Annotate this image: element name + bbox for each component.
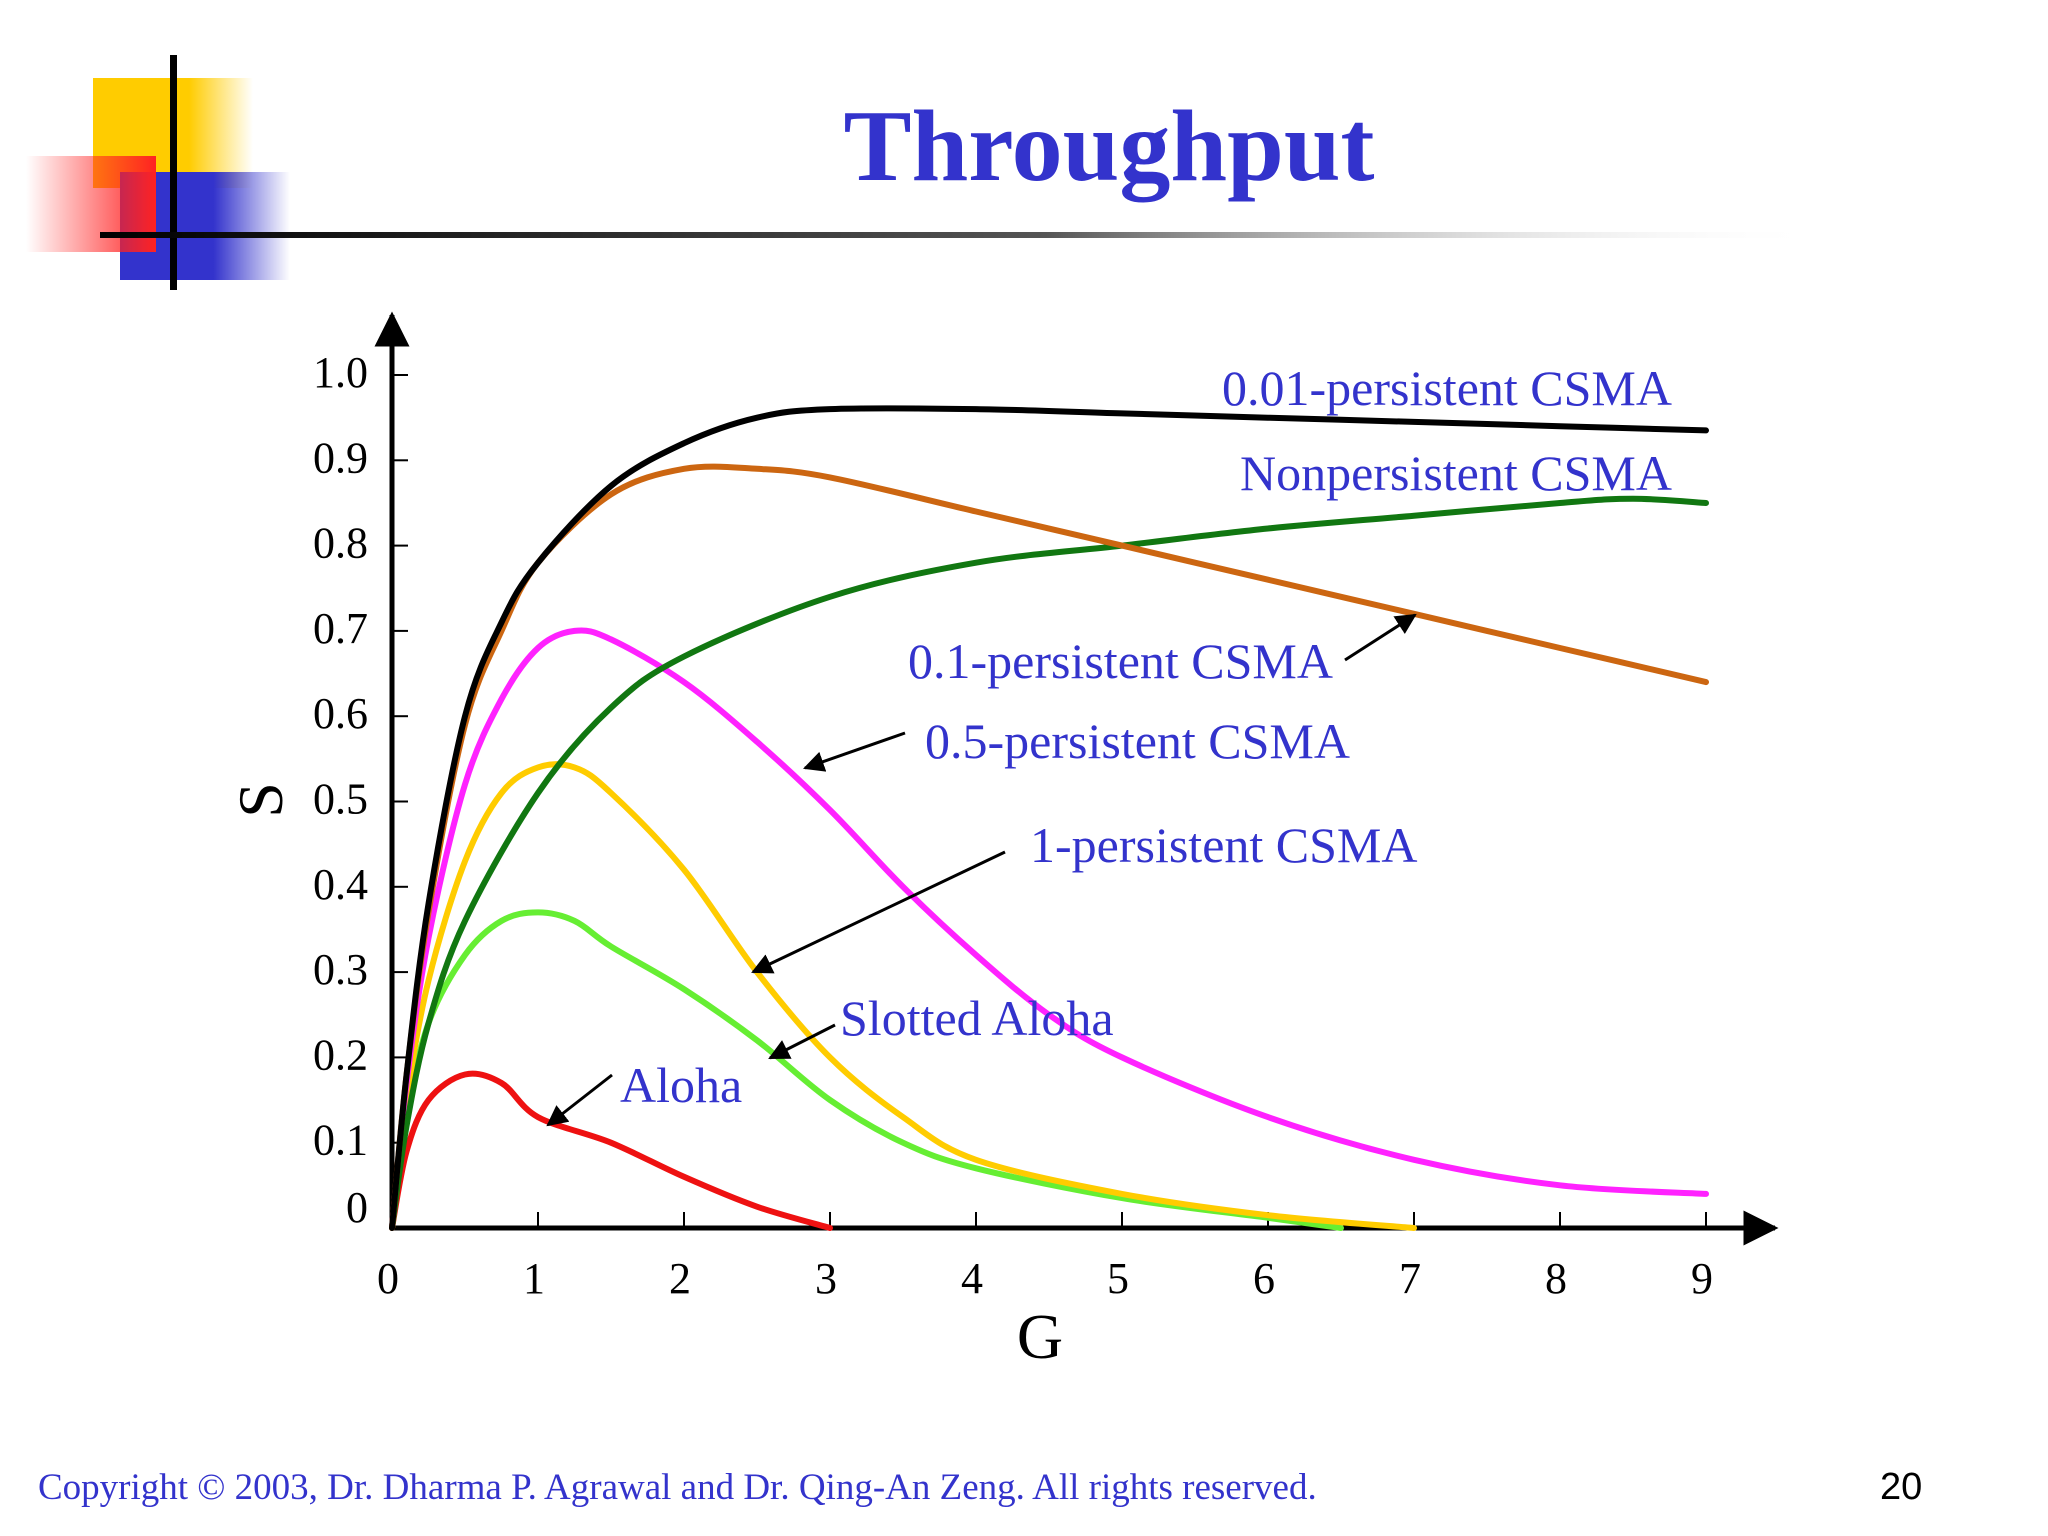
x-tick-label: 5	[1107, 1254, 1129, 1303]
slide-title: Throughput	[843, 90, 1375, 203]
series-line-0-01-persistent-csma	[389, 405, 1709, 1231]
series-label-nonpersistent-csma: Nonpersistent CSMA	[1240, 445, 1672, 501]
y-tick-label: 0	[346, 1183, 368, 1232]
series-labels: 0.01-persistent CSMA Nonpersistent CSMA 0.…	[546, 360, 1672, 1127]
series-line-aloha	[389, 1070, 833, 1231]
series-label-0-1-persistent-csma: 0.1-persistent CSMA	[908, 633, 1333, 689]
series-line-1-persistent-csma	[389, 761, 1417, 1231]
y-tick-label: 0.3	[313, 945, 368, 994]
label-arrow-1-persistent-csma	[751, 850, 1006, 974]
y-tick-label: 0.7	[313, 604, 368, 653]
x-tick-label: 0	[377, 1254, 399, 1303]
y-tick-label: 1.0	[313, 348, 368, 397]
y-tick-label: 0.8	[313, 519, 368, 568]
y-tick-label: 0.5	[313, 775, 368, 824]
copyright-footer: Copyright © 2003, Dr. Dharma P. Agrawal …	[38, 1467, 1317, 1508]
label-arrow-0-1-persistent-csma	[1344, 613, 1417, 662]
series-label-slotted-aloha: Slotted Aloha	[840, 990, 1114, 1046]
label-arrow-slotted-aloha	[768, 1023, 836, 1060]
series-line-0-5-persistent-csma	[389, 627, 1709, 1231]
x-tick-label: 3	[815, 1254, 837, 1303]
x-tick-label: 8	[1545, 1254, 1567, 1303]
label-arrow-0-5-persistent-csma	[803, 731, 906, 772]
x-tick-label: 9	[1691, 1254, 1713, 1303]
x-axis-label: G	[1017, 1301, 1063, 1372]
x-tick-label: 7	[1399, 1254, 1421, 1303]
y-tick-label: 0.9	[313, 433, 368, 482]
y-tick-label: 0.2	[313, 1030, 368, 1079]
series-label-aloha: Aloha	[620, 1057, 742, 1113]
x-tick-label: 4	[961, 1254, 983, 1303]
series-label-0-5-persistent-csma: 0.5-persistent CSMA	[925, 713, 1350, 769]
title-underline	[100, 232, 1820, 238]
series-line-0-1-persistent-csma	[389, 495, 1709, 1231]
x-tick-label: 1	[523, 1254, 545, 1303]
series-label-0-01-persistent-csma: 0.01-persistent CSMA	[1222, 360, 1672, 416]
x-tick-label: 6	[1253, 1254, 1275, 1303]
y-tick-label: 0.1	[313, 1116, 368, 1165]
throughput-chart: 0 1 2 3 4 5 6 7 8 9 0 0.1 0.2 0.3 0.4 0.5 0.6 0.7 0.8 0.9 1.…	[225, 311, 1779, 1372]
axes: 0 1 2 3 4 5 6 7 8 9 0 0.1 0.2 0.3 0.4 0.5 0.6 0.7 0.8 0.9 1.…	[225, 311, 1779, 1372]
y-tick-label: 0.4	[313, 860, 368, 909]
vertical-rule	[170, 55, 177, 290]
x-tick-label: 2	[669, 1254, 691, 1303]
y-axis-label: S	[225, 782, 296, 818]
decorative-corner	[26, 55, 1820, 290]
series-label-1-persistent-csma: 1-persistent CSMA	[1030, 817, 1418, 873]
y-tick-label: 0.6	[313, 689, 368, 738]
label-arrow-aloha	[546, 1073, 613, 1127]
series-layer	[389, 405, 1709, 1231]
page-number: 20	[1880, 1466, 1923, 1508]
series-line-slotted-aloha	[389, 909, 1344, 1231]
